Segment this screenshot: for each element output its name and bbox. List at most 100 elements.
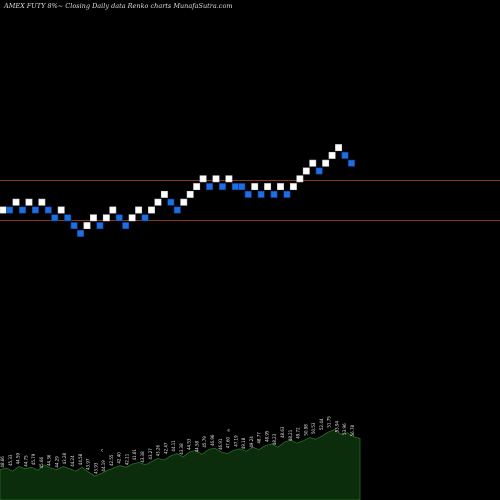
volume-label: 42.47: [163, 442, 168, 454]
renko-brick-up: [38, 198, 46, 206]
volume-labels: 48.66 45.33 44.59 44.75 45.79 45.66 44.36 44.29…: [0, 416, 355, 474]
volume-label: 47.19: [233, 435, 238, 447]
volume-label: 45.79: [31, 453, 36, 465]
renko-brick-down: [244, 190, 252, 198]
volume-label: 43.38: [179, 443, 184, 455]
renko-brick-down: [77, 229, 85, 237]
volume-label: 49.24: [249, 436, 254, 448]
renko-brick-up: [264, 183, 272, 191]
volume-label: 49.18: [241, 437, 246, 449]
volume-label: 42.40: [117, 452, 122, 464]
volume-label: 48.63: [280, 426, 285, 438]
renko-brick-up: [160, 190, 168, 198]
renko-brick-up: [57, 206, 65, 214]
reference-lines: [0, 180, 500, 221]
volume-label: 50.98: [303, 424, 308, 436]
renko-brick-up: [135, 206, 143, 214]
renko-brick-up: [90, 214, 97, 222]
volume-label: 44.29: [54, 456, 59, 468]
renko-brick-up: [309, 159, 317, 167]
renko-brick-down: [167, 198, 175, 206]
volume-label: 46.96: [210, 434, 215, 446]
volume-label: 43.38: [140, 451, 145, 463]
volume-label: 44.11: [171, 440, 176, 452]
renko-brick-up: [212, 175, 220, 183]
renko-brick-up: [335, 144, 342, 152]
renko-brick-down: [51, 214, 59, 222]
volume-label: 44.59: [16, 452, 21, 464]
renko-brick-down: [115, 214, 123, 222]
renko-brick-up: [154, 198, 162, 206]
volume-label: 45.79: [202, 436, 207, 448]
volume-label: 53.96: [342, 423, 347, 435]
renko-brick-up: [322, 159, 330, 167]
renko-brick-down: [6, 206, 14, 214]
renko-brick-up: [148, 206, 155, 214]
renko-brick-up: [277, 183, 284, 191]
volume-label: 48.66: [0, 456, 5, 468]
volume-label: 42.11: [124, 453, 129, 465]
renko-brick-up: [328, 151, 336, 159]
renko-brick-down: [206, 183, 213, 191]
volume-label: 53.94: [334, 420, 339, 432]
volume-area-fill: [0, 429, 361, 500]
renko-brick-up: [296, 175, 304, 183]
volume-label: 48.77: [257, 432, 262, 444]
renko-brick-up: [199, 175, 207, 183]
renko-brick-down: [122, 222, 130, 230]
renko-brick-down: [231, 183, 239, 191]
renko-brick-down: [238, 183, 246, 191]
renko-brick-up: [225, 175, 233, 183]
renko-brick-up: [12, 198, 20, 206]
volume-label: 43.26: [156, 444, 161, 456]
renko-brick-up: [251, 183, 259, 191]
renko-brick-down: [257, 190, 265, 198]
volume-label: 52.44: [319, 418, 324, 430]
renko-brick-up: [180, 198, 188, 206]
volume-label: 56.78: [350, 424, 355, 436]
volume-label: 41.81: [132, 448, 137, 460]
volume-area: [0, 429, 361, 500]
volume-label: 48.21: [288, 429, 293, 441]
volume-label: 43.28: [62, 452, 67, 464]
renko-brick-up: [25, 198, 33, 206]
volume-label: 49.72: [296, 427, 301, 439]
renko-brick-down: [341, 151, 349, 159]
volume-label: 48.95: [264, 430, 269, 442]
renko-brick-up: [109, 206, 117, 214]
renko-brick-up: [0, 206, 7, 214]
renko-brick-up: [302, 167, 310, 175]
volume-label: 42.55: [109, 454, 114, 466]
volume-marker: c: [101, 448, 103, 453]
volume-label: 44.53: [187, 438, 192, 450]
renko-brick-down: [44, 206, 52, 214]
renko-brick-down: [141, 214, 149, 222]
volume-label: 48.23: [272, 433, 277, 445]
renko-brick-down: [19, 206, 26, 214]
volume-label: 50.53: [311, 422, 316, 434]
volume-label: 43.97: [86, 458, 91, 470]
volume-label: 46.91: [218, 438, 223, 450]
volume-label: 43.27: [148, 448, 153, 460]
volume-label: 44.58: [194, 440, 199, 452]
chart-title: AMEX FUTY 8%~ Closing Daily data Renko c…: [4, 2, 233, 10]
renko-brick-up: [289, 183, 297, 191]
volume-label: 44.75: [23, 455, 28, 467]
volume-label: 51.75: [327, 416, 332, 428]
renko-brick-up: [83, 222, 91, 230]
volume-label: 47.60: [226, 436, 231, 448]
renko-brick-up: [102, 214, 110, 222]
renko-brick-up: [186, 190, 194, 198]
renko-brick-down: [64, 214, 72, 222]
renko-brick-down: [70, 222, 78, 230]
renko-brick-down: [315, 167, 323, 175]
volume-label: 45.66: [39, 456, 44, 468]
volume-marker: e: [227, 428, 230, 433]
renko-bricks: [0, 144, 355, 237]
renko-brick-down: [347, 159, 355, 167]
volume-label: 44.36: [47, 454, 52, 466]
renko-brick-down: [31, 206, 39, 214]
volume-label: 44.24: [70, 455, 75, 467]
volume-label: 45.33: [8, 454, 13, 466]
